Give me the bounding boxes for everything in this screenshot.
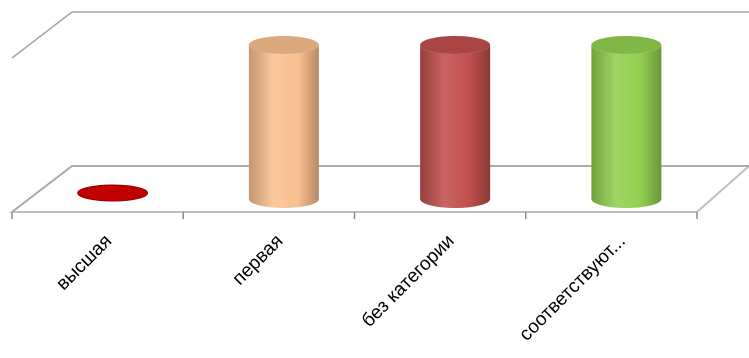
- gridline-side-0: [11, 165, 73, 213]
- x-axis-labels: высшая первая без категории соответствуют..…: [52, 231, 630, 346]
- chart-frame: [9, 11, 749, 219]
- x-tick-label-2: без категории: [358, 231, 459, 332]
- bar-3: [591, 36, 662, 208]
- bar-0: [77, 184, 149, 202]
- x-tick-label-3: соответствуют...: [515, 231, 630, 346]
- bar-1: [248, 36, 319, 208]
- bar-body-2: [420, 45, 491, 208]
- x-tick-label-1: первая: [229, 231, 288, 290]
- bar-flat-disc-0: [77, 184, 149, 202]
- x-tick-label-0: высшая: [52, 231, 116, 295]
- bar-top-1: [248, 36, 319, 54]
- gridline-side-1: [11, 11, 73, 59]
- bar-2: [420, 36, 491, 208]
- bar-body-3: [591, 45, 662, 208]
- chart-bars: [77, 36, 662, 208]
- bar-top-3: [591, 36, 662, 54]
- bar-top-2: [420, 36, 491, 54]
- bar-body-1: [248, 45, 319, 208]
